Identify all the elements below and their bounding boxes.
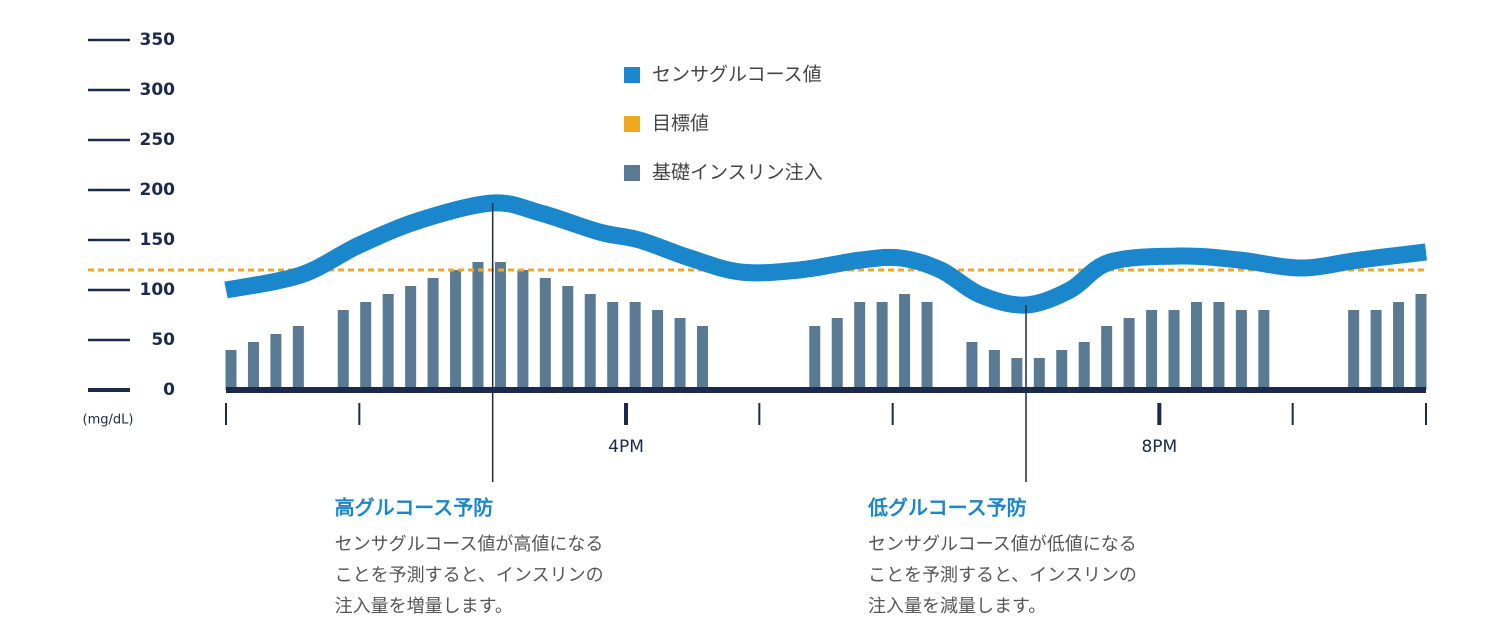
y-tick-label: 350: [140, 30, 176, 50]
bar: [966, 342, 978, 390]
bar: [809, 326, 821, 390]
y-unit: (mg/dL): [83, 413, 134, 428]
bar: [652, 310, 664, 390]
bar: [1370, 310, 1382, 390]
y-tick-label: 250: [140, 130, 176, 150]
annotation-text: 注入量を増量します。: [335, 596, 513, 617]
bar: [1123, 318, 1135, 390]
bar: [629, 302, 641, 390]
legend-swatch: [624, 67, 640, 83]
glucose-line: [224, 194, 1428, 314]
bar: [247, 342, 259, 390]
bar: [292, 326, 304, 390]
bar: [270, 334, 282, 390]
bar: [1348, 310, 1360, 390]
bar: [921, 302, 933, 390]
legend-swatch: [624, 165, 640, 181]
bar: [337, 310, 349, 390]
legend-swatch: [624, 116, 640, 132]
bar: [494, 262, 506, 390]
bar: [1056, 350, 1068, 390]
bar: [1190, 302, 1202, 390]
bar: [584, 294, 596, 390]
bar: [472, 262, 484, 390]
bar: [1393, 302, 1405, 390]
bar: [1258, 310, 1270, 390]
bar: [1235, 310, 1247, 390]
y-tick-label: 100: [140, 280, 176, 300]
bar: [697, 326, 709, 390]
bar: [1146, 310, 1158, 390]
bar: [225, 350, 237, 390]
legend-label: 目標値: [652, 113, 709, 135]
bar: [539, 278, 551, 390]
bar: [1168, 310, 1180, 390]
legend-label: センサグルコース値: [652, 64, 822, 86]
x-tick-label: 8PM: [1141, 437, 1177, 457]
bar: [988, 350, 1000, 390]
bar: [360, 302, 372, 390]
bar: [562, 286, 574, 390]
annotation-text: ことを予測すると、インスリンの: [335, 565, 604, 586]
y-tick-label: 50: [151, 330, 175, 350]
bar: [1213, 302, 1225, 390]
annotation-text: ことを予測すると、インスリンの: [868, 565, 1137, 586]
bar: [899, 294, 911, 390]
x-tick-label: 4PM: [608, 437, 644, 457]
bar: [1101, 326, 1113, 390]
legend-label: 基礎インスリン注入: [652, 162, 823, 184]
bar: [1033, 358, 1045, 390]
bar: [1078, 342, 1090, 390]
bar: [1011, 358, 1023, 390]
bar: [876, 302, 888, 390]
bar: [674, 318, 686, 390]
bar: [1415, 294, 1427, 390]
annotation-text: センサグルコース値が低値になる: [868, 534, 1137, 555]
bar: [382, 294, 394, 390]
annotation-text: センサグルコース値が高値になる: [335, 534, 604, 555]
annotation-title: 低グルコース予防: [867, 496, 1027, 520]
bar: [854, 302, 866, 390]
annotation-title: 高グルコース予防: [335, 496, 494, 520]
annotation-text: 注入量を減量します。: [868, 596, 1046, 617]
bar: [405, 286, 417, 390]
y-tick-label: 0: [163, 380, 175, 400]
bar: [427, 278, 439, 390]
y-tick-label: 300: [140, 80, 176, 100]
y-tick-label: 200: [140, 180, 176, 200]
bar: [831, 318, 843, 390]
bar: [607, 302, 619, 390]
bar: [517, 270, 529, 390]
y-tick-label: 150: [140, 230, 176, 250]
bar: [450, 270, 462, 390]
